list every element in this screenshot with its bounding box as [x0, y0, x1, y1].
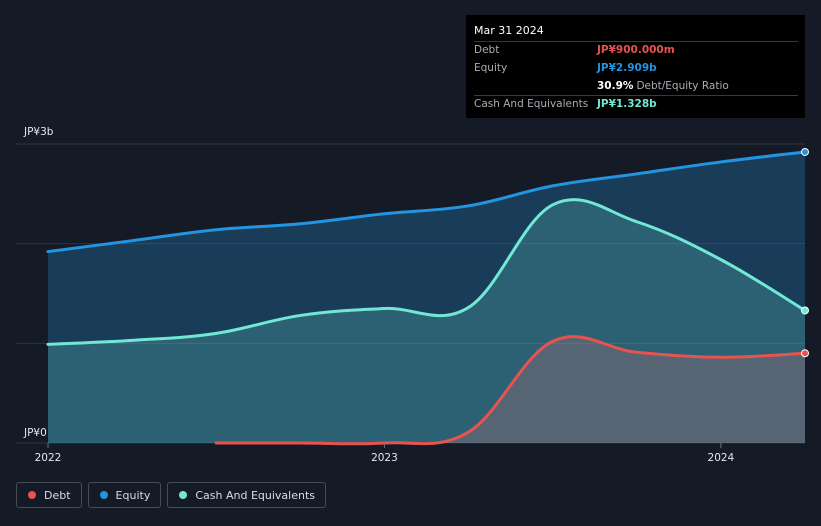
tooltip-row-ratio: 30.9% Debt/Equity Ratio: [474, 77, 798, 95]
legend-label: Cash And Equivalents: [195, 488, 315, 502]
legend-dot-icon: [99, 491, 108, 499]
tooltip-value: JP¥1.328b: [597, 98, 657, 110]
line-equity: [46, 150, 807, 254]
legend-label: Debt: [44, 488, 71, 502]
area-debt: [216, 336, 805, 444]
marker-equity: [801, 147, 809, 156]
legend-label: Equity: [115, 488, 151, 502]
legend: Debt Equity Cash And Equivalents: [16, 482, 326, 508]
tooltip-row-debt: Debt JP¥900.000m: [474, 41, 798, 59]
y-tick-label: JP¥3b: [23, 126, 54, 138]
legend-item-debt[interactable]: Debt: [16, 482, 82, 508]
tooltip-value: JP¥2.909b: [597, 62, 657, 74]
axes: JP¥3b JP¥0 2022 2023 2024: [23, 126, 735, 464]
line-debt: [214, 335, 807, 446]
tooltip-ratio: 30.9% Debt/Equity Ratio: [597, 78, 729, 95]
area-cash-and-equivalents: [48, 199, 805, 443]
tooltip-label: Debt: [474, 44, 500, 56]
series-areas: [48, 151, 805, 444]
tooltip-ratio-label: Debt/Equity Ratio: [636, 80, 729, 92]
tooltip-row-equity: Equity JP¥2.909b: [474, 59, 798, 77]
y-tick-label: JP¥0: [23, 427, 47, 439]
tooltip-date: Mar 31 2024: [474, 24, 544, 37]
x-tick-label: 2024: [708, 452, 735, 464]
marker-debt: [801, 349, 809, 358]
tooltip-value: 30.9%: [597, 80, 634, 92]
tooltip-value: JP¥900.000m: [597, 44, 675, 56]
legend-item-equity[interactable]: Equity: [87, 482, 162, 508]
tooltip-panel: Mar 31 2024 Debt JP¥900.000m Equity JP¥2…: [466, 15, 805, 118]
x-tick-label: 2022: [35, 452, 62, 464]
x-tick-label: 2023: [371, 452, 398, 464]
series-lines: [46, 150, 807, 446]
legend-dot-icon: [179, 491, 188, 499]
tooltip-row-cash: Cash And Equivalents JP¥1.328b: [474, 95, 798, 113]
tooltip-label: [474, 78, 597, 95]
marker-cash-and-equivalents: [801, 306, 809, 315]
end-markers: [801, 147, 809, 358]
area-equity: [48, 151, 805, 443]
legend-dot-icon: [28, 491, 36, 499]
tooltip-label: Cash And Equivalents: [474, 98, 589, 110]
tooltip-label: Equity: [474, 62, 508, 74]
legend-item-cash[interactable]: Cash And Equivalents: [167, 482, 326, 508]
line-cash-and-equivalents: [46, 198, 807, 346]
